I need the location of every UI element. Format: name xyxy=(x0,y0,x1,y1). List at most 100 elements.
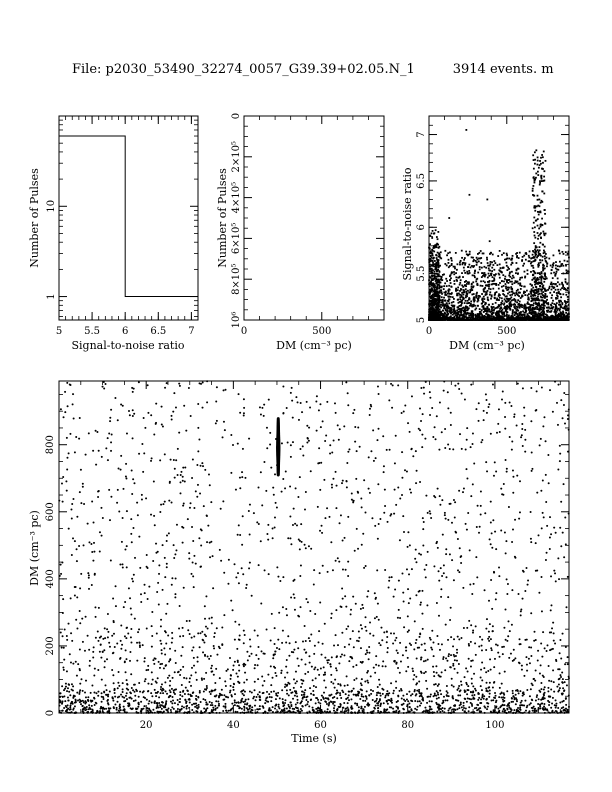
dm-time-point xyxy=(234,620,237,623)
dm-time-point xyxy=(401,572,404,575)
dm-time-point xyxy=(245,583,248,586)
dm-time-point xyxy=(310,547,313,550)
dm-snr-point xyxy=(443,296,445,299)
dm-snr-point xyxy=(466,299,469,302)
dm-time-point xyxy=(456,537,459,540)
dm-time-point xyxy=(138,535,141,538)
dm-snr-point xyxy=(481,305,484,308)
dm-snr-point xyxy=(562,293,565,296)
dm-time-point xyxy=(360,543,363,546)
dm-time-point xyxy=(405,470,408,473)
dm-snr-point xyxy=(437,259,439,262)
dm-snr-point xyxy=(514,280,517,283)
snr-histogram-panel: 5 5.5 6 6.5 7 110 Signal-to-noise ratio Numb… xyxy=(28,115,199,352)
dm-snr-point xyxy=(503,294,506,296)
dm-snr-point xyxy=(523,270,526,273)
dm-time-point xyxy=(299,564,302,567)
dm-time-point xyxy=(163,556,166,559)
dm-snr-y-tick-label: 7 xyxy=(416,131,427,137)
dm-time-point xyxy=(341,479,344,482)
dm-snr-point xyxy=(476,297,479,300)
dm-time-point xyxy=(368,491,371,494)
dm-snr-point xyxy=(506,311,509,314)
dm-time-point xyxy=(404,469,407,472)
dm-time-point xyxy=(125,477,128,480)
dm-snr-point xyxy=(558,317,561,320)
dm-snr-point xyxy=(543,249,545,252)
dm-time-point xyxy=(178,604,181,607)
dm-time-point xyxy=(267,523,270,526)
dm-time-point xyxy=(269,443,272,446)
dm-time-point xyxy=(178,382,181,385)
dm-time-point xyxy=(471,483,474,486)
dm-snr-point xyxy=(522,316,525,319)
snr-x-tick-label: 7 xyxy=(188,326,194,337)
dm-snr-point xyxy=(521,294,524,297)
dm-snr-point xyxy=(524,275,527,278)
dm-snr-point xyxy=(463,318,466,321)
dm-snr-point xyxy=(464,315,467,318)
dm-snr-point xyxy=(441,279,444,282)
dm-snr-point xyxy=(561,250,564,253)
dm-time-point xyxy=(450,521,453,524)
dm-snr-point xyxy=(457,298,460,301)
dm-snr-point xyxy=(552,282,555,285)
dm-time-point xyxy=(353,408,356,411)
dm-snr-point xyxy=(450,311,453,314)
dm-time-point xyxy=(511,541,514,544)
dm-snr-point xyxy=(529,306,532,309)
dm-time-point xyxy=(179,668,182,671)
dm-snr-point xyxy=(463,281,466,283)
dm-time-point xyxy=(121,516,124,519)
dm-snr-point xyxy=(482,306,485,309)
dm-time-point xyxy=(401,451,404,454)
dm-time-point xyxy=(340,606,343,609)
dm-time-point xyxy=(357,426,360,429)
dm-snr-point xyxy=(448,319,451,321)
dm-time-point xyxy=(418,552,421,555)
dm-snr-point xyxy=(431,307,434,309)
dm-time-point xyxy=(121,566,124,569)
dm-time-point xyxy=(264,699,267,702)
dm-snr-point xyxy=(533,307,536,310)
dm-snr-point xyxy=(538,292,541,295)
dm-snr-point xyxy=(486,298,489,301)
dm-time-point xyxy=(429,512,432,515)
dm-time-point xyxy=(529,510,532,513)
dm-time-point xyxy=(318,572,321,575)
dm-snr-point xyxy=(518,316,520,319)
dm-time-point xyxy=(393,512,396,515)
dm-time-point xyxy=(131,437,134,440)
dm-time-point xyxy=(131,386,134,389)
dm-time-point xyxy=(564,543,567,546)
dm-time-point xyxy=(196,495,199,498)
dm-snr-point xyxy=(487,303,490,306)
dm-snr-point xyxy=(480,257,483,259)
dm-snr-point xyxy=(547,309,550,312)
dm-snr-point xyxy=(533,151,536,154)
dm-time-point xyxy=(104,383,107,386)
dm-snr-point xyxy=(470,285,473,288)
dm-time-point xyxy=(257,564,260,567)
dm-time-point xyxy=(339,514,342,517)
dm-time-point xyxy=(393,488,396,491)
dm-time-point xyxy=(440,595,443,598)
dm-snr-point xyxy=(537,204,540,207)
dm-snr-point xyxy=(517,317,520,320)
dm-snr-point xyxy=(549,307,551,310)
dm-time-point xyxy=(514,518,517,521)
dm-time-point xyxy=(275,506,278,509)
dm-snr-point xyxy=(533,179,536,182)
dm-time-point xyxy=(185,619,188,622)
dm-snr-point xyxy=(514,294,517,297)
dm-snr-point xyxy=(471,289,474,291)
dm-snr-point xyxy=(448,292,451,295)
dm-snr-point xyxy=(485,302,487,305)
dm-snr-point xyxy=(504,275,507,278)
dm-snr-point xyxy=(502,252,505,255)
dm-time-point xyxy=(241,543,244,546)
dm-time-point xyxy=(384,665,387,668)
dm-snr-point xyxy=(436,316,439,319)
dm-snr-point xyxy=(473,259,475,261)
dm-time-point xyxy=(383,488,386,491)
